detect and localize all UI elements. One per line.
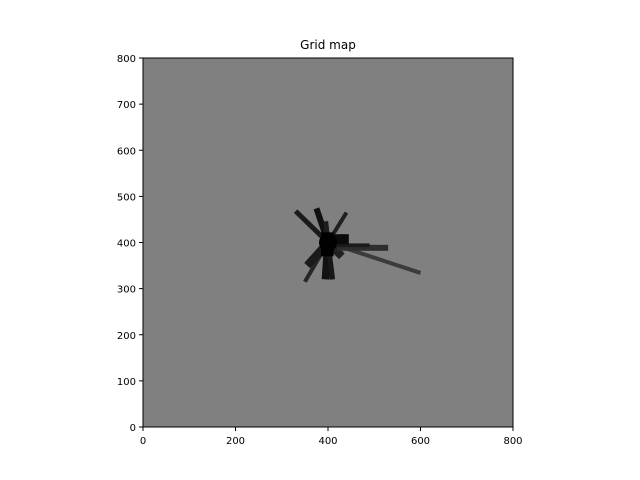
x-tick-label: 0 — [140, 436, 146, 447]
plot-area — [142, 57, 514, 428]
x-tick-label: 800 — [503, 436, 522, 447]
x-tick-label: 600 — [411, 436, 430, 447]
chart-title: Grid map — [300, 38, 356, 52]
y-tick-label: 100 — [117, 377, 136, 388]
y-tick-label: 400 — [117, 239, 136, 250]
occupied-region — [337, 244, 389, 251]
y-tick-label: 300 — [117, 285, 136, 296]
y-tick-label: 500 — [117, 192, 136, 203]
y-tick-label: 0 — [130, 423, 136, 434]
x-tick-label: 200 — [226, 436, 245, 447]
y-tick-label: 600 — [117, 146, 136, 157]
y-axis: 0 100 200 300 400 500 600 700 800 — [117, 54, 143, 434]
y-tick-label: 700 — [117, 100, 136, 111]
occupied-region — [332, 243, 370, 248]
x-tick-label: 400 — [318, 436, 337, 447]
robot-origin-blob — [319, 233, 337, 252]
y-tick-label: 200 — [117, 331, 136, 342]
y-tick-label: 800 — [117, 54, 136, 65]
occupied-region — [333, 234, 349, 245]
x-axis: 0 200 400 600 800 — [140, 427, 523, 447]
